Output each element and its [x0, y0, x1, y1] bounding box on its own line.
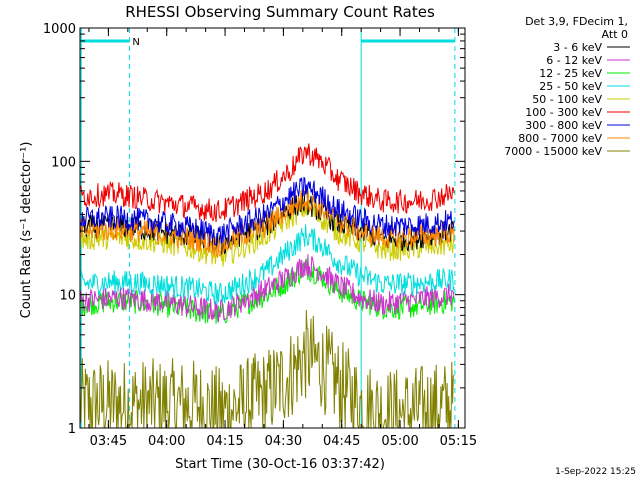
timestamp-label: 1-Sep-2022 15:25: [555, 467, 636, 477]
plot-frame: [79, 27, 466, 429]
y-tick-label: 1: [68, 422, 76, 437]
legend-label: 6 - 12 keV: [546, 54, 602, 67]
legend-header: Det 3,9, FDecim 1,: [525, 15, 628, 28]
legend-label: 50 - 100 keV: [532, 93, 602, 106]
x-tick-label: 04:45: [323, 434, 360, 449]
series-line: [79, 309, 455, 429]
series-line: [79, 254, 455, 323]
legend-label: 25 - 50 keV: [539, 80, 602, 93]
legend-label: 300 - 800 keV: [525, 119, 602, 132]
x-tick-label: 04:30: [265, 434, 302, 449]
x-tick-label: 04:00: [148, 434, 185, 449]
legend-label: 3 - 6 keV: [553, 41, 602, 54]
series-line: [79, 224, 455, 305]
x-tick-label: 04:15: [206, 434, 243, 449]
legend-header: Att 0: [602, 28, 628, 41]
legend-label: 12 - 25 keV: [539, 67, 602, 80]
series-layer: [79, 143, 455, 429]
axes-layer: 1 10 100 1000 03:45 04:00 04:15 04:30 04:45 05:00…: [43, 22, 477, 449]
legend-label: 800 - 7000 keV: [518, 132, 602, 145]
series-line: [79, 143, 455, 223]
y-tick-label: 1000: [43, 22, 76, 37]
legend-label: 7000 - 15000 keV: [504, 145, 602, 158]
y-tick-label: 100: [51, 155, 76, 170]
x-tick-label: 05:00: [381, 434, 418, 449]
series-line: [79, 197, 455, 267]
x-axis-label: Start Time (30-Oct-16 03:37:42): [175, 457, 385, 472]
series-line: [79, 176, 455, 246]
x-tick-label: 03:45: [90, 434, 127, 449]
legend-label: 100 - 300 keV: [525, 106, 602, 119]
y-axis-label: Count Rate (s⁻¹ detector⁻¹): [19, 142, 34, 319]
y-tick-label: 10: [59, 289, 76, 304]
chart-title: RHESSI Observing Summary Count Rates: [125, 3, 435, 21]
mode-flag-label: N: [132, 37, 139, 48]
x-tick-label: 05:15: [440, 434, 477, 449]
